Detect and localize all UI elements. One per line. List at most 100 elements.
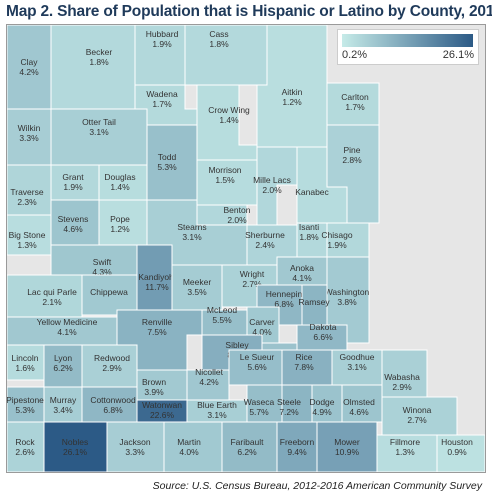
county-name-sibley: Sibley [225,340,249,350]
county-value-hennepin: 6.8% [274,299,294,309]
county-name-cottonwood: Cottonwood [90,395,136,405]
county-name-washington: Washington [325,287,370,297]
county-value-otter-tail: 3.1% [89,127,109,137]
county-value-stevens: 4.6% [63,224,83,234]
county-value-lac-qui-parle: 2.1% [42,297,62,307]
source-note: Source: U.S. Census Bureau, 2012-2016 Am… [152,480,482,492]
county-mower[interactable] [316,421,378,472]
county-name-big-stone: Big Stone [9,230,46,240]
county-name-rice: Rice [295,352,312,362]
county-martin[interactable] [163,421,223,472]
county-name-fillmore: Fillmore [390,437,420,447]
county-value-renville: 7.5% [147,327,167,337]
county-value-murray: 3.4% [53,405,73,415]
county-name-houston: Houston [441,437,473,447]
county-becker[interactable] [50,25,136,110]
county-name-crow-wing: Crow Wing [208,105,250,115]
county-value-olmsted: 4.6% [349,407,369,417]
map-frame[interactable]: Clay 4.2% Becker 1.8% Hubbard 1.9% Cass 1.8% Wil… [6,24,486,473]
map-title: Map 2. Share of Population that is Hispa… [6,3,492,20]
county-nobles[interactable] [43,421,108,472]
county-value-faribault: 6.2% [237,447,257,457]
county-value-becker: 1.8% [89,57,109,67]
county-freeborn[interactable] [276,421,318,472]
county-name-pope: Pope [110,214,130,224]
county-value-meeker: 3.5% [187,287,207,297]
county-value-winona: 2.7% [407,415,427,425]
county-value-dakota: 6.6% [313,332,333,342]
county-name-rock: Rock [15,437,35,447]
county-name-blue-earth: Blue Earth [197,400,237,410]
county-name-sherburne: Sherburne [245,230,285,240]
county-name-waseca: Waseca [244,397,275,407]
county-value-lincoln: 1.6% [15,363,35,373]
county-name-clay: Clay [20,57,38,67]
legend-gradient-bar [342,34,473,47]
county-name-douglas: Douglas [104,172,135,182]
county-value-watonwan: 22.6% [150,410,175,420]
county-value-clay: 4.2% [19,67,39,77]
county-name-renville: Renville [142,317,173,327]
county-name-jackson: Jackson [119,437,150,447]
county-name-kanabec: Kanabec [295,187,329,197]
county-name-dodge: Dodge [309,397,334,407]
county-value-stearns: 3.1% [182,232,202,242]
county-fillmore[interactable] [376,434,438,472]
county-name-yellow-medicine: Yellow Medicine [37,317,98,327]
county-value-mower: 10.9% [335,447,360,457]
county-value-grant: 1.9% [63,182,83,192]
county-value-redwood: 2.9% [102,363,122,373]
county-name-martin: Martin [177,437,201,447]
county-name-murray: Murray [50,395,77,405]
county-value-pipestone: 5.3% [15,405,35,415]
county-value-wilkin: 3.3% [19,133,39,143]
county-value-jackson: 3.3% [125,447,145,457]
county-name-dakota: Dakota [310,322,337,332]
county-name-cass: Cass [209,29,228,39]
county-faribault[interactable] [221,421,278,472]
county-value-swift: 4.3% [92,267,112,277]
county-value-rice: 7.8% [294,362,314,372]
county-value-washington: 3.8% [337,297,357,307]
county-name-todd: Todd [158,152,177,162]
county-name-nobles: Nobles [62,437,88,447]
county-value-brown: 3.9% [144,387,164,397]
county-value-mille-lacs: 2.0% [262,185,282,195]
county-value-mcleod: 5.5% [212,315,232,325]
county-name-brown: Brown [142,377,166,387]
county-name-winona: Winona [403,405,432,415]
county-name-olmsted: Olmsted [343,397,375,407]
outside-state-area [369,25,485,435]
county-value-cottonwood: 6.8% [103,405,123,415]
county-name-becker: Becker [86,47,113,57]
county-name-stevens: Stevens [58,214,89,224]
county-name-lyon: Lyon [54,353,72,363]
county-value-blue-earth: 3.1% [207,410,227,420]
county-name-anoka: Anoka [290,263,314,273]
county-value-isanti: 1.8% [299,232,319,242]
county-aitkin[interactable] [256,25,328,148]
county-value-carlton: 1.7% [345,102,365,112]
county-name-benton: Benton [224,205,251,215]
county-name-traverse: Traverse [10,187,43,197]
county-name-mcleod: McLeod [207,305,238,315]
county-value-goodhue: 3.1% [347,362,367,372]
county-value-benton: 2.0% [227,215,247,225]
county-name-wabasha: Wabasha [384,372,420,382]
county-name-carlton: Carlton [341,92,369,102]
county-name-mille-lacs: Mille Lacs [253,175,291,185]
county-value-hubbard: 1.9% [152,39,172,49]
county-name-pipestone: Pipestone [7,395,44,405]
county-value-traverse: 2.3% [17,197,37,207]
county-name-swift: Swift [93,257,112,267]
county-houston[interactable] [436,434,485,472]
county-name-carver: Carver [249,317,275,327]
county-value-freeborn: 9.4% [287,447,307,457]
county-name-wilkin: Wilkin [18,123,41,133]
county-value-crow-wing: 1.4% [219,115,239,125]
county-name-redwood: Redwood [94,353,130,363]
county-name-freeborn: Freeborn [280,437,315,447]
county-rock[interactable] [7,421,45,472]
choropleth-map[interactable]: Clay4.2%Becker1.8%Hubbard1.9%Cass1.8%Wil… [7,25,485,472]
county-jackson[interactable] [106,421,165,472]
